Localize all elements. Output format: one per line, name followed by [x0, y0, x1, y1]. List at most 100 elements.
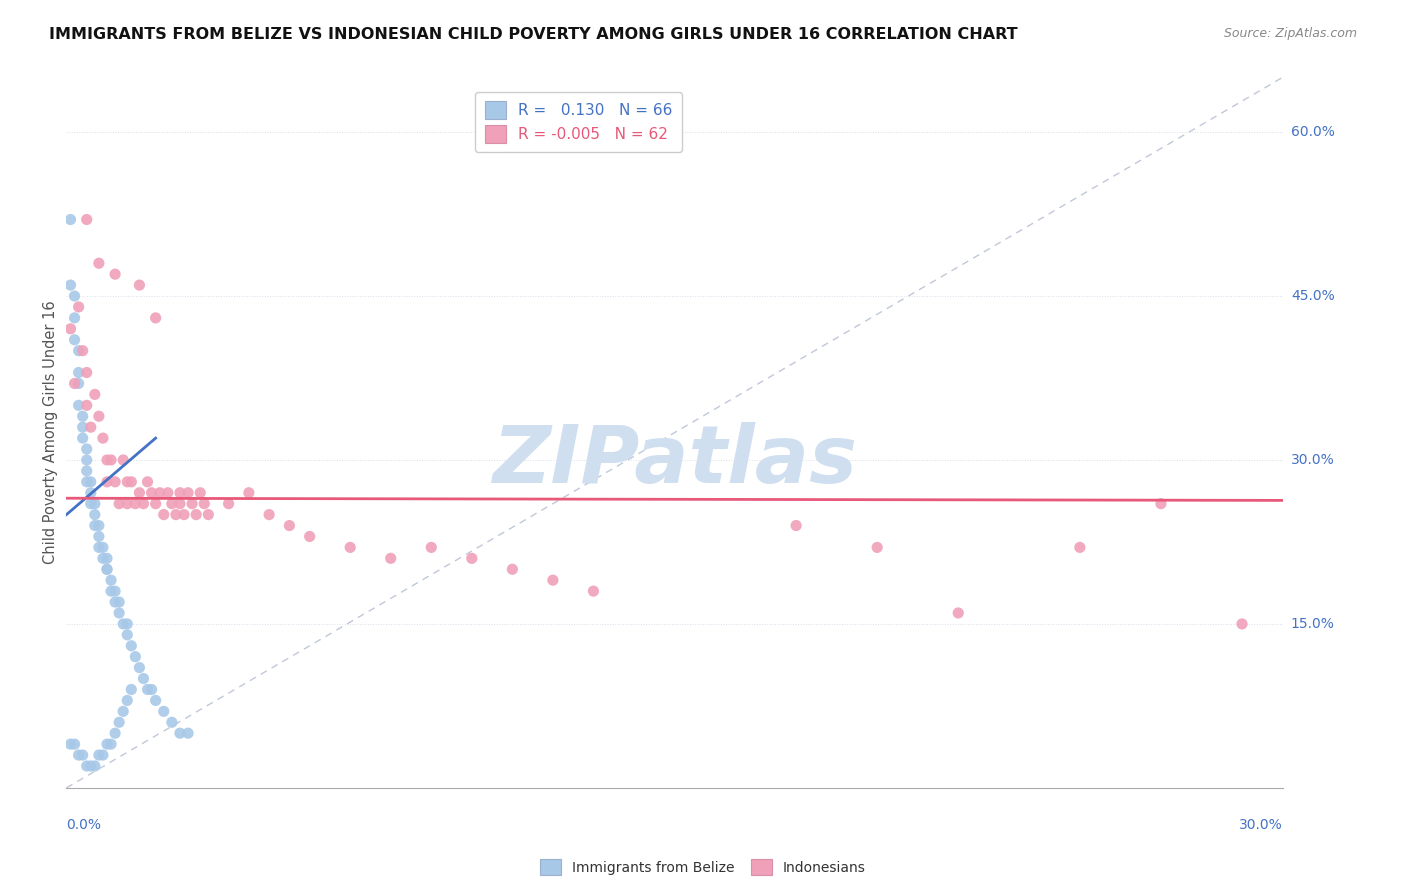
Text: 0.0%: 0.0% — [66, 818, 101, 832]
Point — [108, 606, 131, 620]
Point — [128, 485, 150, 500]
Point — [100, 453, 122, 467]
Point — [76, 366, 98, 380]
Point — [104, 726, 127, 740]
Point — [128, 660, 150, 674]
Point — [461, 551, 484, 566]
Point — [197, 508, 219, 522]
Point — [63, 310, 86, 325]
Point — [120, 682, 142, 697]
Legend: R =   0.130   N = 66, R = -0.005   N = 62: R = 0.130 N = 66, R = -0.005 N = 62 — [475, 92, 682, 152]
Point — [257, 508, 280, 522]
Point — [120, 639, 142, 653]
Point — [72, 343, 94, 358]
Point — [145, 497, 167, 511]
Point — [104, 595, 127, 609]
Point — [380, 551, 402, 566]
Point — [96, 562, 118, 576]
Point — [193, 497, 215, 511]
Point — [100, 584, 122, 599]
Point — [67, 747, 90, 762]
Point — [83, 508, 105, 522]
Point — [173, 508, 195, 522]
Point — [100, 737, 122, 751]
Point — [128, 278, 150, 293]
Point — [96, 475, 118, 489]
Point — [76, 212, 98, 227]
Point — [59, 212, 82, 227]
Point — [169, 485, 191, 500]
Y-axis label: Child Poverty Among Girls Under 16: Child Poverty Among Girls Under 16 — [44, 301, 58, 565]
Point — [63, 289, 86, 303]
Point — [582, 584, 605, 599]
Text: 45.0%: 45.0% — [1291, 289, 1334, 303]
Point — [124, 649, 146, 664]
Point — [96, 453, 118, 467]
Point — [83, 518, 105, 533]
Point — [141, 682, 163, 697]
Point — [112, 616, 135, 631]
Point — [87, 747, 110, 762]
Point — [117, 616, 139, 631]
Point — [80, 475, 103, 489]
Point — [76, 759, 98, 773]
Point — [117, 497, 139, 511]
Point — [141, 485, 163, 500]
Point — [169, 497, 191, 511]
Point — [80, 759, 103, 773]
Point — [136, 682, 159, 697]
Point — [160, 497, 183, 511]
Point — [72, 420, 94, 434]
Point — [339, 541, 361, 555]
Point — [218, 497, 240, 511]
Point — [63, 333, 86, 347]
Point — [160, 715, 183, 730]
Point — [501, 562, 523, 576]
Point — [117, 693, 139, 707]
Point — [72, 431, 94, 445]
Point — [866, 541, 889, 555]
Point — [83, 759, 105, 773]
Point — [83, 387, 105, 401]
Point — [1069, 541, 1091, 555]
Point — [87, 529, 110, 543]
Point — [87, 518, 110, 533]
Point — [108, 715, 131, 730]
Point — [108, 497, 131, 511]
Text: ZIPatlas: ZIPatlas — [492, 422, 858, 500]
Point — [145, 310, 167, 325]
Point — [132, 497, 155, 511]
Text: Source: ZipAtlas.com: Source: ZipAtlas.com — [1223, 27, 1357, 40]
Point — [76, 475, 98, 489]
Point — [63, 737, 86, 751]
Text: 30.0%: 30.0% — [1291, 453, 1334, 467]
Text: 30.0%: 30.0% — [1239, 818, 1282, 832]
Point — [420, 541, 443, 555]
Point — [96, 551, 118, 566]
Point — [145, 693, 167, 707]
Point — [117, 628, 139, 642]
Point — [177, 485, 200, 500]
Text: IMMIGRANTS FROM BELIZE VS INDONESIAN CHILD POVERTY AMONG GIRLS UNDER 16 CORRELAT: IMMIGRANTS FROM BELIZE VS INDONESIAN CHI… — [49, 27, 1018, 42]
Point — [91, 431, 114, 445]
Point — [948, 606, 970, 620]
Point — [169, 726, 191, 740]
Point — [76, 464, 98, 478]
Point — [104, 267, 127, 281]
Point — [63, 376, 86, 391]
Point — [1150, 497, 1173, 511]
Point — [120, 475, 142, 489]
Point — [104, 475, 127, 489]
Point — [108, 595, 131, 609]
Point — [1230, 616, 1253, 631]
Point — [59, 322, 82, 336]
Point — [59, 278, 82, 293]
Point — [91, 541, 114, 555]
Point — [104, 584, 127, 599]
Point — [76, 453, 98, 467]
Point — [59, 737, 82, 751]
Point — [278, 518, 301, 533]
Legend: Immigrants from Belize, Indonesians: Immigrants from Belize, Indonesians — [534, 854, 872, 880]
Point — [87, 541, 110, 555]
Point — [112, 704, 135, 718]
